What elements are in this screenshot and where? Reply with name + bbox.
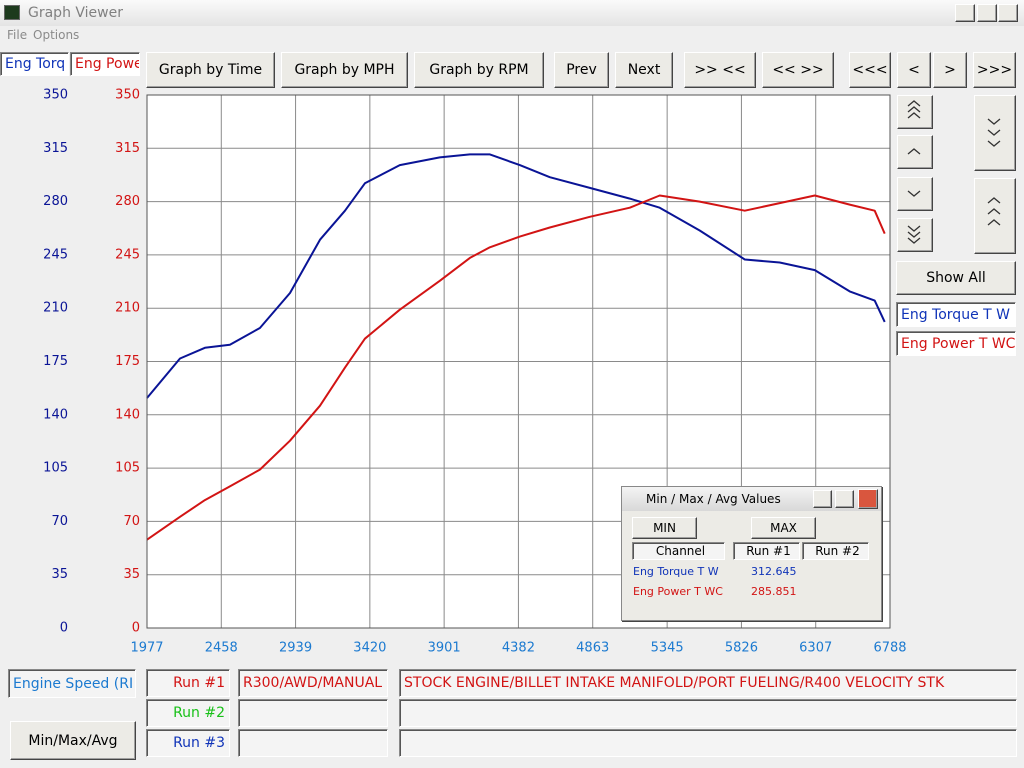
scroll-button[interactable] [897, 135, 933, 169]
close-button[interactable] [998, 4, 1018, 22]
x-tick-label: 4382 [502, 641, 535, 656]
y-tick-label: 175 [43, 354, 68, 369]
toolbar-button[interactable]: Prev [554, 52, 609, 88]
y-tick-label: 210 [43, 301, 68, 316]
y2-tick-label: 315 [115, 141, 140, 156]
y2-tick-label: 35 [123, 567, 140, 582]
show-all-button[interactable]: Show All [896, 261, 1016, 295]
run-vehicle: R300/AWD/MANUAL [238, 669, 388, 697]
x-tick-label: 3420 [353, 641, 386, 656]
toolbar-button[interactable]: Graph by Time [146, 52, 275, 88]
y2-tick-label: 70 [123, 514, 140, 529]
x-tick-label: 2939 [279, 641, 312, 656]
max-button[interactable]: MAX [751, 517, 816, 539]
row-channel: Eng Torque T W [633, 565, 719, 578]
y-axis-label[interactable]: Eng Torq [0, 52, 69, 76]
x-tick-label: 4863 [576, 641, 609, 656]
y2-tick-label: 175 [115, 354, 140, 369]
y2-tick-label: 350 [115, 88, 140, 103]
scroll-button[interactable] [897, 95, 933, 129]
y-tick-label: 70 [51, 514, 68, 529]
row-max: 285.851 [751, 585, 797, 598]
window-title: Graph Viewer [28, 5, 123, 21]
y-tick-label: 350 [43, 88, 68, 103]
column-header: Run #2 [802, 542, 869, 560]
toolbar-button[interactable]: Graph by MPH [281, 52, 408, 88]
toolbar-button[interactable]: < [897, 52, 931, 88]
menu-item[interactable]: File [7, 28, 28, 42]
x-tick-label: 6307 [799, 641, 832, 656]
y-tick-label: 140 [43, 407, 68, 422]
scroll-button[interactable] [897, 218, 933, 252]
title-bar [0, 0, 1024, 26]
menu-item[interactable]: Options [33, 28, 80, 42]
row-channel: Eng Power T WC [633, 585, 723, 598]
run-vehicle [238, 729, 388, 757]
scroll-button[interactable] [974, 95, 1016, 171]
dialog-maximize[interactable] [835, 490, 854, 508]
x-tick-label: 5345 [651, 641, 684, 656]
legend-entry[interactable]: Eng Power T WC [896, 331, 1016, 356]
y2-axis-label[interactable]: Eng Powe [70, 52, 140, 76]
y-tick-label: 280 [43, 194, 68, 209]
maximize-button[interactable] [977, 4, 997, 22]
run-label: Run #1 [146, 669, 230, 697]
app-icon [4, 5, 20, 20]
x-tick-label: 5826 [725, 641, 758, 656]
scroll-button[interactable] [897, 177, 933, 211]
y2-tick-label: 140 [115, 407, 140, 422]
toolbar-button[interactable]: >>> [973, 52, 1016, 88]
x-tick-label: 3901 [428, 641, 461, 656]
dialog-close[interactable] [858, 489, 878, 509]
y2-tick-label: 210 [115, 301, 140, 316]
y2-tick-label: 105 [115, 461, 140, 476]
min-max-avg-button[interactable]: Min/Max/Avg [10, 721, 136, 760]
toolbar-button[interactable]: Next [615, 52, 673, 88]
run-label: Run #2 [146, 699, 230, 727]
toolbar-button[interactable]: Graph by RPM [414, 52, 544, 88]
toolbar-button[interactable]: << >> [762, 52, 834, 88]
toolbar-button[interactable]: <<< [849, 52, 891, 88]
row-max: 312.645 [751, 565, 797, 578]
y-tick-label: 315 [43, 141, 68, 156]
y2-tick-label: 245 [115, 247, 140, 262]
column-header: Run #1 [733, 542, 800, 560]
x-tick-label: 6788 [873, 641, 906, 656]
x-axis-label: Engine Speed (RI [8, 669, 136, 698]
y2-tick-label: 280 [115, 194, 140, 209]
data-line [146, 153, 886, 399]
toolbar-button[interactable]: > [933, 52, 967, 88]
y-tick-label: 35 [51, 567, 68, 582]
column-header: Channel [632, 542, 725, 560]
y-tick-label: 0 [60, 621, 68, 636]
run-label: Run #3 [146, 729, 230, 757]
min-button[interactable]: MIN [632, 517, 697, 539]
run-description [399, 729, 1017, 757]
y-tick-label: 105 [43, 461, 68, 476]
run-description [399, 699, 1017, 727]
run-vehicle [238, 699, 388, 727]
minimize-button[interactable] [955, 4, 975, 22]
y2-tick-label: 0 [132, 621, 140, 636]
min-max-dialog: Min / Max / Avg Values MIN MAX Channel R… [621, 486, 882, 621]
dialog-title: Min / Max / Avg Values [646, 492, 781, 506]
scroll-button[interactable] [974, 178, 1016, 254]
legend-entry[interactable]: Eng Torque T W [896, 302, 1016, 327]
run-description: STOCK ENGINE/BILLET INTAKE MANIFOLD/PORT… [399, 669, 1017, 697]
dialog-minimize[interactable] [813, 490, 832, 508]
x-tick-label: 1977 [130, 641, 163, 656]
toolbar-button[interactable]: >> << [684, 52, 756, 88]
x-tick-label: 2458 [205, 641, 238, 656]
y-tick-label: 245 [43, 247, 68, 262]
